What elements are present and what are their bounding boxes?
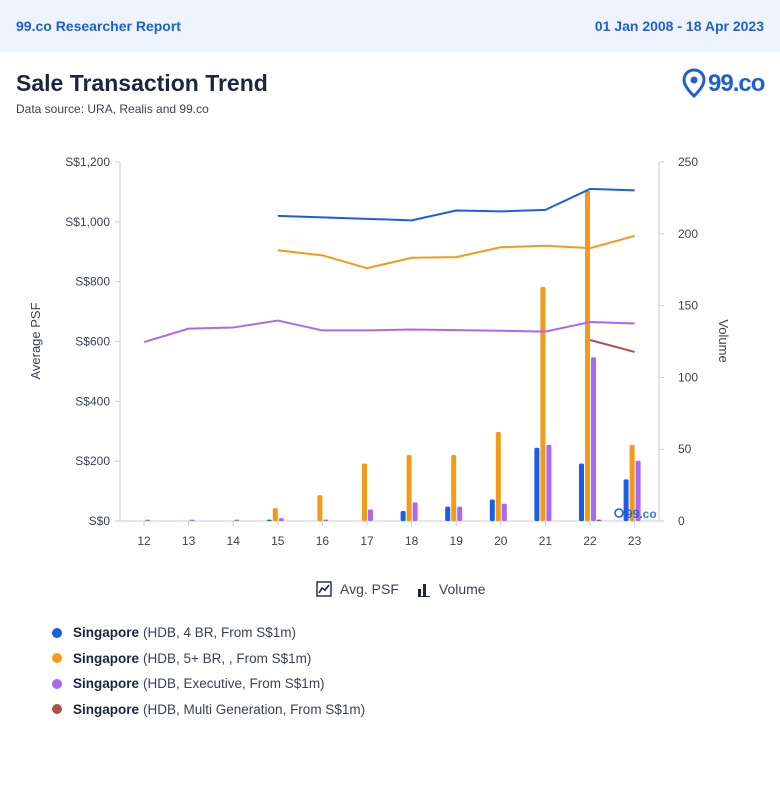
page-title: Sale Transaction Trend	[16, 70, 268, 96]
bar-0-18	[400, 510, 406, 521]
x-tick-label: 13	[182, 534, 196, 548]
bar-0-19	[445, 506, 451, 521]
bar-1-18	[406, 454, 412, 521]
legend-volume[interactable]: Volume	[417, 581, 486, 597]
legend-avg-psf-label: Avg. PSF	[340, 581, 399, 597]
legend-avg-psf[interactable]: Avg. PSF	[316, 581, 399, 597]
x-tick-label: 14	[227, 534, 241, 548]
series-location: Singapore	[73, 676, 140, 692]
bar-1-21	[540, 286, 546, 521]
x-tick-label: 22	[583, 534, 597, 548]
bar-2-22	[591, 357, 596, 521]
x-tick-label: 23	[628, 534, 642, 548]
line-chart-icon	[316, 581, 332, 597]
date-range: 01 Jan 2008 - 18 Apr 2023	[594, 18, 764, 34]
bar-1-15	[272, 508, 278, 521]
series-item-5br[interactable]: Singapore (HDB, 5+ BR, , From S$1m)	[52, 646, 365, 672]
bar-1-17	[362, 463, 367, 521]
series-color-dot	[52, 653, 62, 664]
bar-2-13	[189, 519, 195, 521]
x-tick-label: 17	[360, 534, 374, 548]
series-item-multigen[interactable]: Singapore (HDB, Multi Generation, From S…	[52, 697, 365, 723]
y-axis-right-title: Volume	[716, 319, 731, 362]
x-tick-label: 16	[316, 534, 330, 548]
bar-0-20	[489, 499, 495, 521]
bar-2-17	[368, 509, 373, 521]
x-tick-label: 18	[405, 534, 419, 548]
line-series-3	[589, 339, 635, 353]
x-tick-label: 15	[271, 534, 285, 548]
bar-2-19	[457, 506, 463, 521]
legend-volume-label: Volume	[438, 581, 486, 597]
series-item-4br[interactable]: Singapore (HDB, 4 BR, From S$1m)	[52, 620, 365, 646]
bar-0-15	[266, 519, 272, 521]
bar-1-22	[585, 190, 590, 521]
y-left-tick-label: S$600	[75, 335, 110, 349]
watermark-pin-icon	[614, 508, 624, 518]
report-title: 99.co Researcher Report	[16, 18, 181, 34]
bar-2-18	[412, 502, 418, 521]
line-series-1	[277, 234, 635, 270]
x-tick-label: 12	[137, 534, 151, 548]
bar-3-22	[596, 519, 602, 521]
location-pin-icon	[682, 68, 706, 99]
y-right-tick-label: 250	[678, 155, 698, 169]
chart-watermark: 99.co	[626, 507, 657, 521]
y-right-tick-label: 0	[678, 514, 685, 528]
data-source: Data source: URA, Realis and 99.co	[16, 102, 209, 116]
sale-transaction-chart: S$0 S$200 S$400 S$600 S$800 S$1,000 S$1,200 0 50…	[28, 155, 731, 548]
series-color-dot	[52, 704, 62, 715]
y-axis-left-title: Average PSF	[28, 302, 43, 379]
bar-2-20	[501, 503, 507, 521]
series-detail: (HDB, 4 BR, From S$1m)	[143, 625, 297, 641]
logo-text: 99.co	[708, 70, 765, 97]
y-right-tick-label: 150	[678, 299, 698, 313]
series-color-dot	[52, 627, 62, 638]
y-right-tick-label: 100	[678, 370, 698, 384]
bar-0-22	[579, 463, 584, 521]
series-color-dot	[52, 678, 62, 689]
bar-0-21	[534, 447, 540, 521]
y-right-tick-label: 50	[678, 442, 692, 456]
series-item-executive[interactable]: Singapore (HDB, Executive, From S$1m)	[52, 671, 365, 697]
series-list: Singapore (HDB, 4 BR, From S$1m) Singapo…	[52, 620, 365, 722]
bar-0-23	[623, 479, 629, 521]
y-left-tick-label: S$800	[75, 275, 110, 289]
y-left-tick-label: S$1,200	[65, 155, 110, 169]
series-location: Singapore	[73, 650, 140, 666]
y-left-tick-label: S$0	[89, 514, 111, 528]
bar-1-16	[317, 495, 323, 521]
y-left-tick-label: S$1,000	[65, 215, 110, 229]
bar-1-23	[629, 444, 635, 521]
series-location: Singapore	[73, 625, 140, 641]
line-series-2	[143, 319, 635, 344]
bar-1-20	[495, 431, 501, 521]
bar-chart-icon	[417, 584, 430, 597]
bar-1-19	[451, 454, 457, 521]
x-tick-label: 20	[494, 534, 508, 548]
series-detail: (HDB, Multi Generation, From S$1m)	[143, 701, 366, 717]
bar-2-15	[278, 518, 284, 521]
series-location: Singapore	[73, 701, 140, 717]
y-left-tick-label: S$200	[75, 454, 110, 468]
brand-logo: 99.co	[682, 68, 766, 100]
bar-2-14	[234, 519, 240, 521]
report-header-bar: 99.co Researcher Report 01 Jan 2008 - 18…	[0, 0, 780, 52]
series-detail: (HDB, 5+ BR, , From S$1m)	[143, 650, 312, 666]
x-tick-label: 21	[539, 534, 553, 548]
bar-2-21	[546, 444, 552, 521]
series-detail: (HDB, Executive, From S$1m)	[143, 676, 325, 692]
bar-2-12	[145, 519, 150, 521]
chart-legend: Avg. PSF Volume	[316, 581, 504, 597]
x-tick-label: 19	[450, 534, 464, 548]
line-series-0	[277, 187, 635, 222]
y-left-tick-label: S$400	[75, 394, 110, 408]
y-right-tick-label: 200	[678, 227, 698, 241]
bar-2-23	[635, 460, 641, 521]
bar-2-16	[323, 519, 329, 521]
